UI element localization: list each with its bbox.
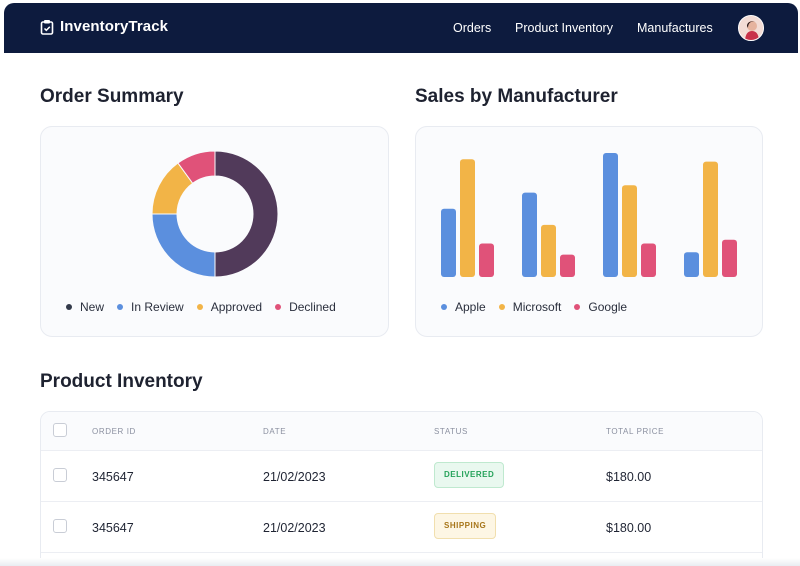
bar-microsoft-group-1	[460, 159, 475, 277]
page-bottom-edge	[0, 558, 800, 566]
status-badge: DELIVERED	[434, 462, 505, 488]
bar-google-group-3	[641, 243, 656, 277]
legend-dot	[66, 304, 72, 310]
legend-item-new: New	[66, 300, 104, 314]
legend-item-approved: Approved	[196, 300, 263, 314]
order-summary-card: New In Review Approved Declined	[40, 126, 389, 337]
legend-label: In Review	[131, 300, 184, 314]
legend-label: Apple	[455, 300, 486, 314]
column-header-order-id[interactable]: ORDER ID	[92, 427, 136, 436]
nav-manufactures[interactable]: Manufactures	[637, 21, 713, 35]
legend-item-google: Google	[574, 300, 627, 314]
donut-slice-new	[214, 150, 279, 278]
product-inventory-table: ORDER ID DATE STATUS TOTAL PRICE 345647 …	[40, 411, 763, 566]
app-logo[interactable]: InventoryTrack	[40, 18, 168, 35]
row-checkbox[interactable]	[53, 519, 67, 533]
nav-orders[interactable]: Orders	[453, 21, 492, 35]
sales-bar-chart	[441, 153, 737, 277]
legend-label: Approved	[210, 300, 263, 314]
bar-google-group-4	[722, 239, 737, 277]
clipboard-icon	[40, 19, 54, 35]
bar-apple-group-2	[522, 192, 537, 277]
legend-dot	[196, 304, 203, 310]
legend-label: Microsoft	[512, 300, 562, 314]
bar-apple-group-3	[603, 153, 618, 277]
bar-google-group-2	[560, 254, 575, 277]
product-inventory-title: Product Inventory	[40, 371, 203, 392]
column-header-date[interactable]: DATE	[263, 427, 287, 436]
legend-dot	[498, 304, 505, 310]
legend-label: Google	[588, 300, 628, 314]
bar-microsoft-group-4	[703, 161, 718, 277]
sales-by-manufacturer-title: Sales by Manufacturer	[415, 86, 618, 107]
legend-dot	[441, 304, 447, 310]
status-badge: SHIPPING	[434, 513, 497, 539]
order-summary-title: Order Summary	[40, 86, 184, 107]
bar-google-group-1	[479, 243, 494, 277]
date-cell: 21/02/2023	[263, 521, 326, 535]
sales-legend: Apple Microsoft Google	[441, 300, 640, 314]
legend-item-apple: Apple	[441, 300, 486, 314]
select-all-checkbox[interactable]	[53, 423, 67, 437]
order-summary-donut-chart	[151, 150, 279, 278]
legend-label: Declined	[289, 300, 336, 314]
date-cell: 21/02/2023	[263, 470, 326, 484]
table-row[interactable]: 345647 21/02/2023 SHIPPING $180.00	[41, 502, 762, 553]
legend-item-microsoft: Microsoft	[498, 300, 562, 314]
total-price-cell: $180.00	[606, 521, 652, 535]
order-summary-legend: New In Review Approved Declined	[66, 300, 349, 314]
order-id-cell: 345647	[92, 470, 134, 484]
legend-item-declined: Declined	[275, 300, 336, 314]
app-name: InventoryTrack	[60, 18, 169, 35]
top-navigation-bar: InventoryTrack Orders Product Inventory …	[4, 3, 798, 53]
sales-by-manufacturer-card: Apple Microsoft Google	[415, 126, 763, 337]
bar-apple-group-1	[441, 208, 456, 277]
bar-apple-group-4	[684, 252, 699, 277]
bar-microsoft-group-3	[622, 185, 637, 277]
total-price-cell: $180.00	[606, 470, 652, 484]
row-checkbox[interactable]	[53, 468, 67, 482]
legend-dot	[574, 304, 581, 310]
user-avatar[interactable]	[738, 15, 764, 41]
legend-label: New	[80, 300, 105, 314]
bar-microsoft-group-2	[541, 224, 556, 277]
donut-slice-declined	[177, 150, 216, 184]
column-header-status[interactable]: STATUS	[434, 427, 468, 436]
legend-dot	[275, 304, 282, 310]
donut-slice-in-review	[151, 213, 216, 278]
order-id-cell: 345647	[92, 521, 134, 535]
legend-dot	[117, 304, 124, 310]
avatar-portrait-icon	[739, 16, 763, 40]
table-row[interactable]: 345647 21/02/2023 DELIVERED $180.00	[41, 451, 762, 502]
nav-product-inventory[interactable]: Product Inventory	[515, 21, 613, 35]
legend-item-in-review: In Review	[117, 300, 184, 314]
column-header-total-price[interactable]: TOTAL PRICE	[606, 427, 665, 436]
table-header: ORDER ID DATE STATUS TOTAL PRICE	[41, 412, 762, 451]
